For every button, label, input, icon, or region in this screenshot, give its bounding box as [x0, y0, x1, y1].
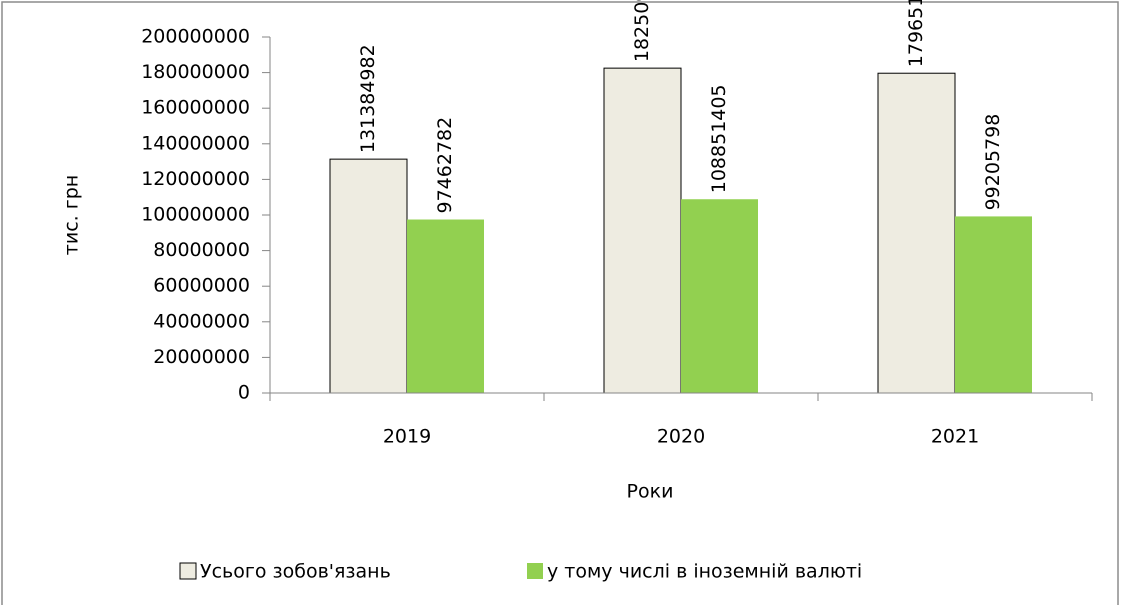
bar	[877, 72, 956, 394]
y-tick-label: 140000000	[141, 132, 250, 154]
y-axis-label: тис. грн	[61, 175, 83, 255]
legend-swatch	[527, 563, 543, 579]
legend-swatch	[179, 562, 197, 580]
bar	[407, 219, 484, 393]
y-tick-label: 40000000	[153, 310, 250, 332]
bar	[681, 199, 758, 393]
y-tick-label: 120000000	[141, 168, 250, 190]
y-tick-label: 180000000	[141, 61, 250, 83]
data-label: 99205798	[982, 114, 1004, 211]
y-tick-label: 20000000	[153, 346, 250, 368]
y-tick-label: 100000000	[141, 204, 250, 226]
legend-label: у тому числі в іноземній валюті	[547, 561, 862, 583]
y-tick-label: 200000000	[141, 26, 250, 48]
y-tick-label: 0	[238, 382, 250, 404]
data-label: 97462782	[434, 117, 456, 214]
data-label: 108851405	[708, 84, 730, 193]
x-axis-label: Роки	[627, 481, 674, 503]
x-tick-label: 2021	[931, 426, 979, 448]
y-tick-label: 60000000	[153, 275, 250, 297]
x-tick-label: 2020	[657, 426, 705, 448]
x-tick-label: 2019	[383, 426, 431, 448]
bar	[603, 67, 682, 394]
legend-label: Усього зобов'язань	[200, 561, 391, 583]
data-label: 131384982	[357, 44, 379, 153]
bar	[329, 158, 408, 394]
y-tick-label: 160000000	[141, 97, 250, 119]
y-tick-label: 80000000	[153, 239, 250, 261]
data-label: 182509236	[631, 0, 653, 62]
bar	[955, 216, 1032, 393]
data-label: 179651455	[905, 0, 927, 67]
